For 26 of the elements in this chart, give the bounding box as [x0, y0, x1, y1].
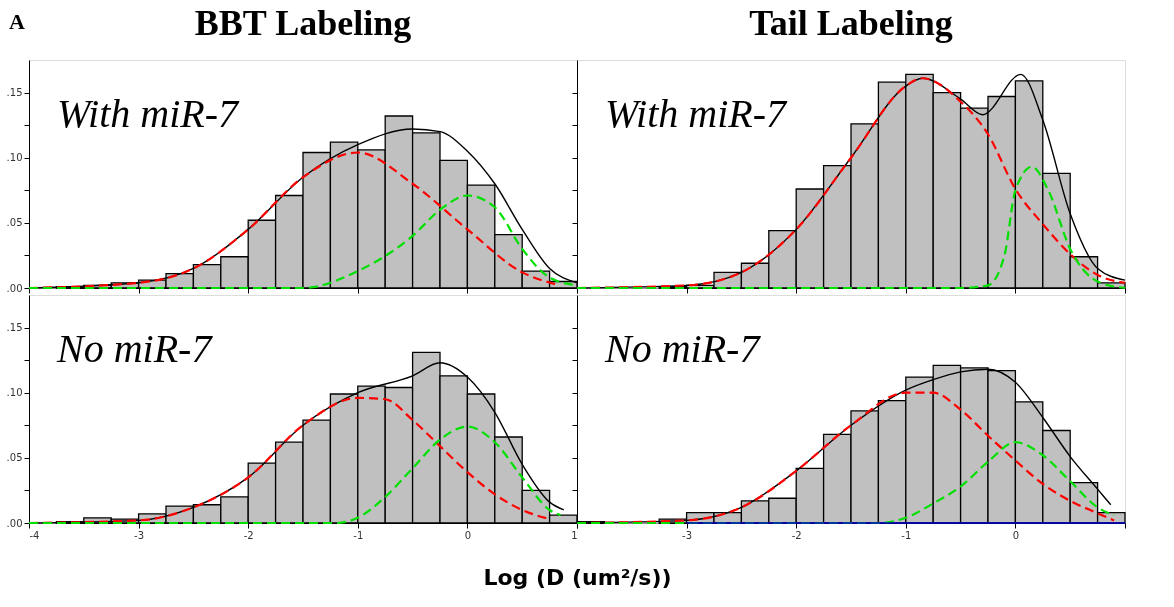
text: A: [9, 9, 25, 34]
x-tick-label: -3: [682, 529, 693, 541]
y-tick-label: .10: [6, 387, 23, 399]
y-tick-label: .00: [6, 282, 23, 294]
annotation: No miR-7: [56, 326, 214, 371]
x-tick-label: -2: [791, 529, 802, 541]
y-tick-label: .10: [6, 152, 23, 164]
y-tick-label: .15: [6, 322, 23, 334]
y-tick-label: .05: [6, 217, 23, 229]
annotation: With miR-7: [57, 91, 241, 136]
y-tick-label: .05: [6, 452, 23, 464]
x-tick-label: 1: [571, 529, 578, 541]
x-tick-label: -2: [243, 529, 254, 541]
x-tick-label: -3: [134, 529, 145, 541]
x-tick-label: 0: [464, 529, 472, 541]
x-axis-title: Log (D (um²/s)): [483, 564, 672, 590]
annotation: No miR-7: [604, 326, 762, 371]
x-tick-label: -1: [901, 529, 912, 541]
x-tick-label: -1: [353, 529, 364, 541]
x-tick-label: -4: [29, 529, 40, 541]
chart-title: BBT Labeling: [194, 3, 412, 43]
x-tick-label: 0: [1012, 529, 1020, 541]
y-tick-label: .00: [6, 517, 23, 529]
y-tick-label: .15: [6, 87, 23, 99]
annotation: With miR-7: [605, 91, 789, 136]
chart-title: Tail Labeling: [749, 3, 953, 43]
